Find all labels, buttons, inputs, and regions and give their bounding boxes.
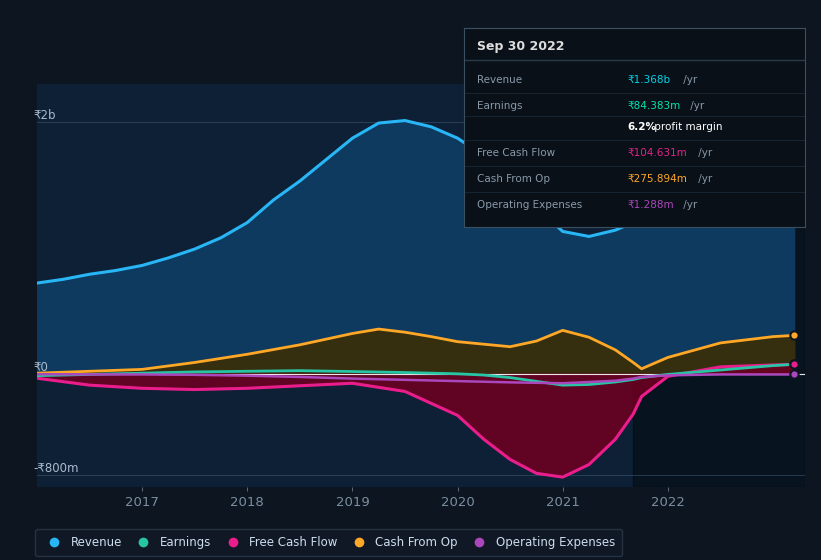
Text: -₹800m: -₹800m — [33, 461, 79, 475]
Text: Operating Expenses: Operating Expenses — [478, 200, 583, 210]
Text: Sep 30 2022: Sep 30 2022 — [478, 40, 565, 53]
Legend: Revenue, Earnings, Free Cash Flow, Cash From Op, Operating Expenses: Revenue, Earnings, Free Cash Flow, Cash … — [35, 529, 621, 556]
Text: profit margin: profit margin — [651, 123, 722, 132]
Text: Cash From Op: Cash From Op — [478, 174, 551, 184]
Text: ₹2b: ₹2b — [33, 109, 56, 122]
Text: Revenue: Revenue — [478, 74, 523, 85]
Text: /yr: /yr — [680, 200, 697, 210]
Text: /yr: /yr — [695, 148, 712, 158]
Text: ₹1.368b: ₹1.368b — [627, 74, 671, 85]
Text: /yr: /yr — [687, 101, 704, 110]
Text: ₹104.631m: ₹104.631m — [627, 148, 687, 158]
Text: /yr: /yr — [680, 74, 697, 85]
Text: ₹0: ₹0 — [33, 361, 48, 374]
Text: Free Cash Flow: Free Cash Flow — [478, 148, 556, 158]
Text: ₹84.383m: ₹84.383m — [627, 101, 681, 110]
Text: 6.2%: 6.2% — [627, 123, 657, 132]
Text: ₹1.288m: ₹1.288m — [627, 200, 674, 210]
Text: ₹275.894m: ₹275.894m — [627, 174, 687, 184]
Bar — [633, 84, 805, 487]
Text: /yr: /yr — [695, 174, 712, 184]
Text: Earnings: Earnings — [478, 101, 523, 110]
